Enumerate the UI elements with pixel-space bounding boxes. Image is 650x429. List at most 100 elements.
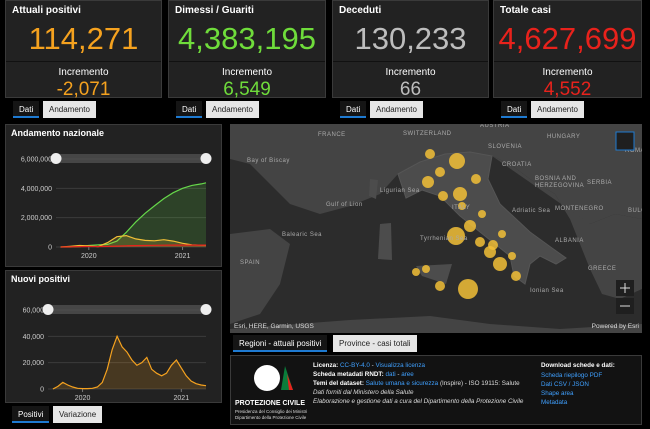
tab-variazione[interactable]: Variazione bbox=[53, 406, 103, 423]
map-label: SLOVENIA bbox=[488, 144, 522, 150]
region-bubble[interactable] bbox=[425, 149, 435, 159]
card-tab[interactable]: Dati bbox=[13, 101, 40, 118]
divider bbox=[169, 61, 325, 62]
region-bubble[interactable] bbox=[422, 176, 434, 188]
region-bubble[interactable] bbox=[435, 167, 445, 177]
logo bbox=[254, 365, 293, 391]
new-cases-chart: Nuovi positivi 0 20,000 40,000 60,000 2020 202… bbox=[11, 274, 212, 402]
link[interactable]: CC-BY-4.0 bbox=[339, 362, 370, 369]
x-tick-label: 2020 bbox=[75, 395, 91, 402]
region-bubble[interactable] bbox=[511, 271, 521, 281]
region-bubble[interactable] bbox=[458, 279, 478, 299]
map: FRANCE SWITZERLAND AUSTRIA HUNGARY SLOVENIA C… bbox=[230, 124, 642, 333]
card-value: 114,271 bbox=[28, 21, 139, 56]
label: Licenza: bbox=[313, 362, 339, 369]
region-bubble[interactable] bbox=[453, 187, 467, 201]
region-bubble[interactable] bbox=[422, 265, 430, 273]
region-bubble[interactable] bbox=[449, 153, 465, 169]
map-label: ALBANIA bbox=[555, 238, 584, 244]
map-label: GREECE bbox=[588, 266, 616, 272]
y-tick-label: 60,000 bbox=[23, 308, 45, 315]
y-tick-label: 6,000,000 bbox=[21, 157, 52, 164]
card-tab[interactable]: Dati bbox=[501, 101, 528, 118]
map-label: ITALY bbox=[452, 205, 470, 211]
slider-handle[interactable] bbox=[50, 153, 62, 164]
increment-label: Incremento bbox=[221, 67, 273, 78]
y-tick-label: 4,000,000 bbox=[21, 186, 52, 193]
card-tab[interactable]: Andamento bbox=[370, 101, 423, 118]
tab-regioni[interactable]: Regioni - attuali positivi bbox=[233, 335, 328, 352]
link[interactable]: dati bbox=[385, 371, 396, 378]
map-label: HERZEGOVINA bbox=[535, 183, 584, 189]
logo-line: Presidenza del Consiglio dei Ministri bbox=[235, 409, 308, 414]
region-bubble[interactable] bbox=[498, 230, 506, 238]
logo-title: PROTEZIONE CIVILE bbox=[235, 400, 306, 407]
chart-title: Nuovi positivi bbox=[11, 274, 70, 284]
region-bubble[interactable] bbox=[471, 174, 481, 184]
map-label: Balearic Sea bbox=[282, 232, 322, 238]
card-tab[interactable]: Dati bbox=[176, 101, 203, 118]
region-bubble[interactable] bbox=[447, 227, 465, 245]
increment-value: 4,552 bbox=[543, 79, 592, 100]
zoom-in-icon bbox=[620, 283, 630, 293]
region-bubble[interactable] bbox=[464, 220, 476, 232]
map-label: SWITZERLAND bbox=[403, 131, 452, 137]
card-tab[interactable]: Dati bbox=[340, 101, 367, 118]
separator: - bbox=[395, 371, 402, 378]
y-tick-label: 20,000 bbox=[23, 360, 45, 367]
region-bubble[interactable] bbox=[508, 252, 516, 260]
download-title: Download schede e dati: bbox=[541, 362, 615, 369]
map-powered: Powered by Esri bbox=[592, 323, 639, 330]
logo-flag-red bbox=[287, 374, 293, 390]
range-slider[interactable] bbox=[56, 154, 206, 163]
map-label: BOSNIA AND bbox=[535, 176, 577, 182]
card-value: 4,383,195 bbox=[178, 21, 316, 56]
card: Dimessi / Guariti 4,383,195 Incremento 6,54… bbox=[168, 0, 326, 100]
card-title: Attuali positivi bbox=[12, 5, 81, 16]
slider-handle[interactable] bbox=[42, 304, 54, 315]
map-label: ROMANIA bbox=[625, 148, 642, 154]
range-slider[interactable] bbox=[48, 305, 206, 314]
legend-button[interactable] bbox=[615, 131, 635, 151]
card-title: Totale casi bbox=[500, 5, 551, 16]
region-bubble[interactable] bbox=[475, 237, 485, 247]
download-link[interactable]: Metadata bbox=[541, 399, 568, 406]
text: (Inspire) - ISO 19115: Salute bbox=[439, 380, 520, 387]
region-bubble[interactable] bbox=[438, 191, 448, 201]
card-value: 4,627,699 bbox=[498, 21, 637, 56]
tab-province[interactable]: Province - casi totali bbox=[333, 335, 417, 352]
download-link[interactable]: Dati CSV / JSON bbox=[541, 381, 589, 388]
download-link[interactable]: Scheda riepilogo PDF bbox=[541, 372, 603, 379]
link[interactable]: Visualizza licenza bbox=[375, 362, 426, 369]
slider-handle[interactable] bbox=[200, 304, 212, 315]
y-tick-label: 0 bbox=[48, 245, 52, 252]
region-bubble[interactable] bbox=[412, 268, 420, 276]
x-tick-label: 2021 bbox=[175, 253, 191, 260]
land-africa bbox=[230, 316, 642, 333]
download-link[interactable]: Shape area bbox=[541, 390, 574, 397]
map-label: AUSTRIA bbox=[480, 124, 510, 129]
slider-handle[interactable] bbox=[200, 153, 212, 164]
region-bubble[interactable] bbox=[493, 257, 507, 271]
source: Dati forniti dal Ministero della Salute bbox=[313, 389, 414, 396]
card-value: 130,233 bbox=[354, 21, 467, 56]
processing: Elaborazione e gestione dati a cura del … bbox=[313, 398, 524, 405]
tab-positivi[interactable]: Positivi bbox=[12, 406, 50, 423]
increment-label: Incremento bbox=[542, 67, 593, 78]
card-tab[interactable]: Andamento bbox=[206, 101, 259, 118]
divider bbox=[6, 61, 161, 62]
increment-value: 6,549 bbox=[223, 79, 271, 100]
increment-label: Incremento bbox=[385, 67, 436, 78]
license: Licenza: CC-BY-4.0 - Visualizza licenza bbox=[313, 362, 425, 369]
region-bubble[interactable] bbox=[484, 246, 496, 258]
card-tab[interactable]: Andamento bbox=[531, 101, 584, 118]
region-bubble[interactable] bbox=[458, 202, 466, 210]
land-corsica bbox=[369, 179, 378, 199]
region-bubble[interactable] bbox=[478, 210, 486, 218]
link[interactable]: aree bbox=[401, 371, 414, 378]
card-tab[interactable]: Andamento bbox=[43, 101, 96, 118]
region-bubble[interactable] bbox=[435, 281, 445, 291]
link[interactable]: Salute umana e sicurezza bbox=[365, 380, 439, 387]
map-label: BULGARIA bbox=[628, 208, 642, 214]
